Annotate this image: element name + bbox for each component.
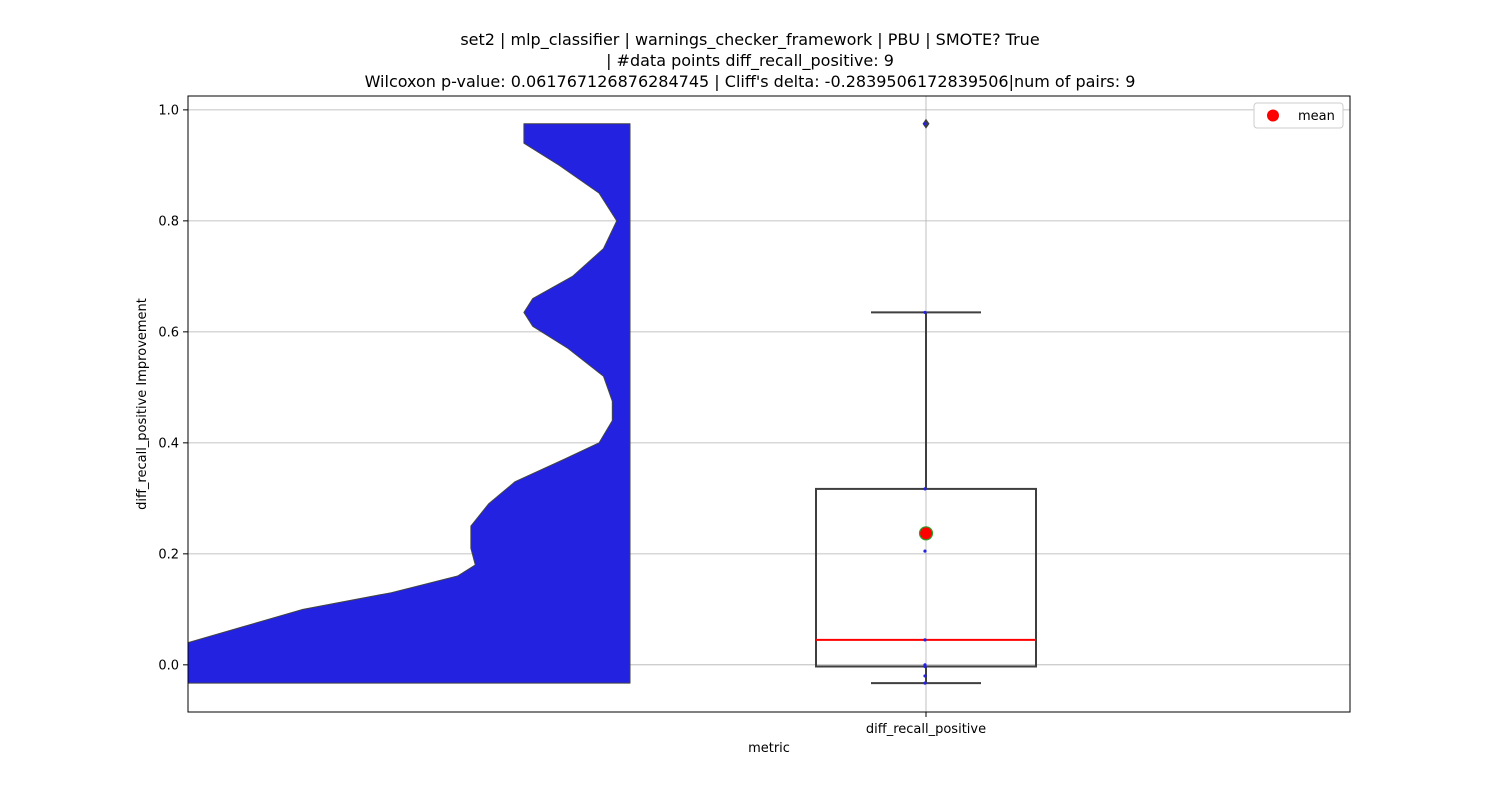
legend-marker-0	[1267, 109, 1279, 122]
violin-body	[188, 123, 631, 684]
y-tick-label-4: 0.8	[158, 214, 179, 229]
legend-box	[1253, 102, 1344, 129]
data-point-4	[923, 638, 927, 642]
chart-title-line-1: set2 | mlp_classifier | warnings_checker…	[460, 30, 1040, 49]
violin-layer	[188, 123, 631, 684]
points-layer	[918, 122, 934, 685]
y-axis-label: diff_recall_positive Improvement	[135, 298, 150, 510]
y-tick-label-2: 0.4	[158, 436, 179, 451]
y-tick-label-0: 0.0	[158, 658, 179, 673]
plot-frame	[187, 95, 1351, 713]
y-tick-label-1: 0.2	[158, 547, 179, 562]
x-tick-label-0: diff_recall_positive	[866, 722, 986, 737]
y-tick-label-3: 0.6	[158, 325, 179, 340]
data-point-7	[923, 310, 927, 315]
axes: 0.00.20.40.60.81.0diff_recall_positiveme…	[135, 95, 1351, 756]
x-axis-label: metric	[748, 741, 790, 756]
data-point-8	[923, 122, 927, 126]
mean-marker	[918, 526, 934, 541]
data-point-5	[923, 549, 927, 553]
legend: mean	[1253, 102, 1344, 129]
data-point-3	[923, 663, 927, 667]
legend-label-0: mean	[1298, 109, 1335, 124]
data-point-6	[923, 487, 927, 491]
y-tick-label-5: 1.0	[158, 103, 179, 118]
chart-title-line-3: Wilcoxon p-value: 0.061767126876284745 |…	[364, 72, 1136, 91]
chart-title-line-2: | #data points diff_recall_positive: 9	[606, 51, 894, 70]
data-point-1	[923, 674, 927, 678]
data-point-0	[923, 681, 927, 685]
